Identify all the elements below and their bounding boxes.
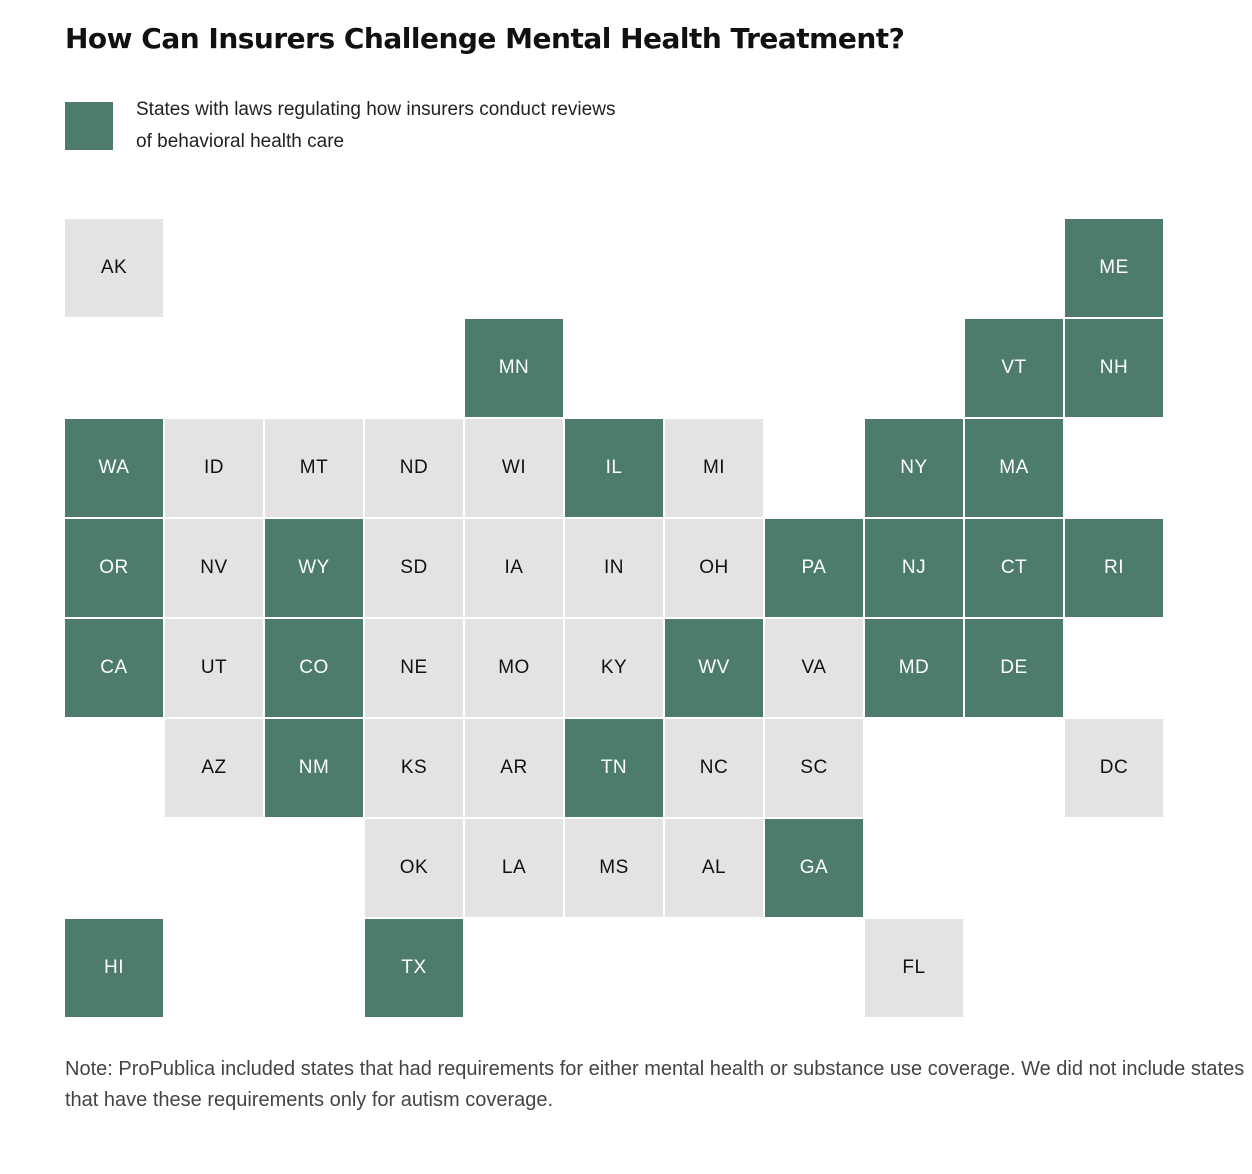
state-tile-ms: MS: [565, 819, 663, 917]
state-tile-il: IL: [565, 419, 663, 517]
state-tile-ca: CA: [65, 619, 163, 717]
tile-map: AK ME MN VT NH WA ID MT ND WI IL MI NY MA OR NV WY SD IA IN…: [65, 219, 1166, 1020]
state-tile-dc: DC: [1065, 719, 1163, 817]
state-tile-la: LA: [465, 819, 563, 917]
state-tile-hi: HI: [65, 919, 163, 1017]
state-tile-ri: RI: [1065, 519, 1163, 617]
state-tile-nj: NJ: [865, 519, 963, 617]
state-tile-sc: SC: [765, 719, 863, 817]
footnote: Note: ProPublica included states that ha…: [65, 1058, 1245, 1111]
state-tile-nm: NM: [265, 719, 363, 817]
state-tile-fl: FL: [865, 919, 963, 1017]
state-tile-oh: OH: [665, 519, 763, 617]
state-tile-ma: MA: [965, 419, 1063, 517]
state-tile-wi: WI: [465, 419, 563, 517]
state-tile-ny: NY: [865, 419, 963, 517]
state-tile-ct: CT: [965, 519, 1063, 617]
state-tile-mo: MO: [465, 619, 563, 717]
state-tile-ar: AR: [465, 719, 563, 817]
state-tile-nh: NH: [1065, 319, 1163, 417]
chart-title: How Can Insurers Challenge Mental Health…: [65, 22, 905, 55]
state-tile-or: OR: [65, 519, 163, 617]
state-tile-ut: UT: [165, 619, 263, 717]
state-tile-co: CO: [265, 619, 363, 717]
state-tile-in: IN: [565, 519, 663, 617]
state-tile-nv: NV: [165, 519, 263, 617]
state-tile-mi: MI: [665, 419, 763, 517]
state-tile-ne: NE: [365, 619, 463, 717]
state-tile-tn: TN: [565, 719, 663, 817]
state-tile-ak: AK: [65, 219, 163, 317]
state-tile-ky: KY: [565, 619, 663, 717]
state-tile-de: DE: [965, 619, 1063, 717]
state-tile-md: MD: [865, 619, 963, 717]
state-tile-wv: WV: [665, 619, 763, 717]
legend-label: States with laws regulating how insurers…: [136, 99, 616, 152]
state-tile-ia: IA: [465, 519, 563, 617]
state-tile-ga: GA: [765, 819, 863, 917]
state-tile-vt: VT: [965, 319, 1063, 417]
state-tile-ok: OK: [365, 819, 463, 917]
legend-swatch: [65, 102, 113, 150]
state-tile-az: AZ: [165, 719, 263, 817]
state-tile-al: AL: [665, 819, 763, 917]
state-tile-mn: MN: [465, 319, 563, 417]
state-tile-va: VA: [765, 619, 863, 717]
state-tile-wa: WA: [65, 419, 163, 517]
state-tile-ks: KS: [365, 719, 463, 817]
state-tile-pa: PA: [765, 519, 863, 617]
state-tile-nc: NC: [665, 719, 763, 817]
state-tile-wy: WY: [265, 519, 363, 617]
state-tile-sd: SD: [365, 519, 463, 617]
state-tile-tx: TX: [365, 919, 463, 1017]
state-tile-me: ME: [1065, 219, 1163, 317]
state-tile-nd: ND: [365, 419, 463, 517]
state-tile-id: ID: [165, 419, 263, 517]
state-tile-mt: MT: [265, 419, 363, 517]
